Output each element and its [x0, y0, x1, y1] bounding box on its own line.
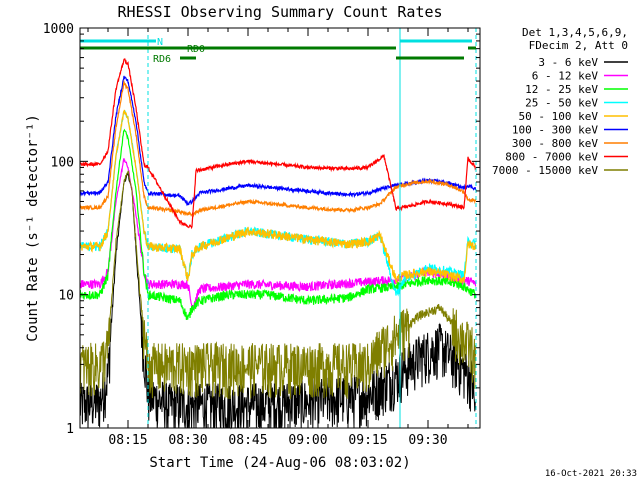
series-line — [79, 128, 477, 320]
series-line — [79, 170, 477, 400]
y-tick-label: 1000 — [43, 22, 74, 37]
timestamp: 16-Oct-2021 20:33 — [545, 469, 637, 479]
y-tick-label: 1 — [66, 422, 74, 437]
flag-label: RD0 — [187, 44, 205, 55]
legend-entry-label: 100 - 300 keV — [512, 124, 598, 137]
series-layer — [79, 57, 477, 430]
plot-frame — [79, 27, 481, 429]
series-line — [79, 79, 477, 218]
legend-header: FDecim 2, Att 0 — [529, 39, 628, 52]
axis-ticks: 08:15 08:30 08:45 09:00 09:15 09:30 1 10 100 1000 — [43, 22, 480, 448]
legend-header: Det 1,3,4,5,6,9, — [522, 26, 628, 39]
flag-label: RD6 — [153, 54, 171, 65]
x-tick-label: 09:00 — [288, 433, 327, 448]
chart-title: RHESSI Observing Summary Count Rates — [117, 3, 442, 21]
legend-entry-label: 7000 - 15000 keV — [492, 164, 598, 177]
legend-entry-label: 3 - 6 keV — [538, 56, 598, 69]
legend-entry-label: 50 - 100 keV — [519, 110, 599, 123]
series-line — [79, 172, 477, 430]
x-tick-label: 08:45 — [228, 433, 267, 448]
series-line — [79, 75, 477, 207]
series-line — [79, 57, 477, 230]
x-axis-label: Start Time (24-Aug-06 08:03:02) — [149, 455, 410, 471]
legend-entry-label: 25 - 50 keV — [525, 97, 598, 110]
legend: Det 1,3,4,5,6,9,FDecim 2, Att 0 3 - 6 keV… — [492, 26, 628, 177]
x-tick-label: 08:15 — [108, 433, 147, 448]
legend-entry-label: 12 - 25 keV — [525, 83, 598, 96]
flags-layer: N RD0 RD6 — [79, 28, 477, 428]
x-tick-label: 08:30 — [168, 433, 207, 448]
x-tick-label: 09:30 — [408, 433, 447, 448]
y-axis-label: Count Rate (s⁻¹ detector⁻¹) — [25, 114, 41, 342]
y-tick-label: 100 — [51, 155, 74, 170]
series-line — [79, 109, 477, 284]
legend-entry-label: 6 - 12 keV — [532, 70, 599, 83]
y-tick-label: 10 — [58, 289, 74, 304]
legend-entry-label: 300 - 800 keV — [512, 137, 598, 150]
flag-label: N — [157, 37, 163, 48]
legend-entry-label: 800 - 7000 keV — [505, 151, 598, 164]
x-tick-label: 09:15 — [348, 433, 387, 448]
